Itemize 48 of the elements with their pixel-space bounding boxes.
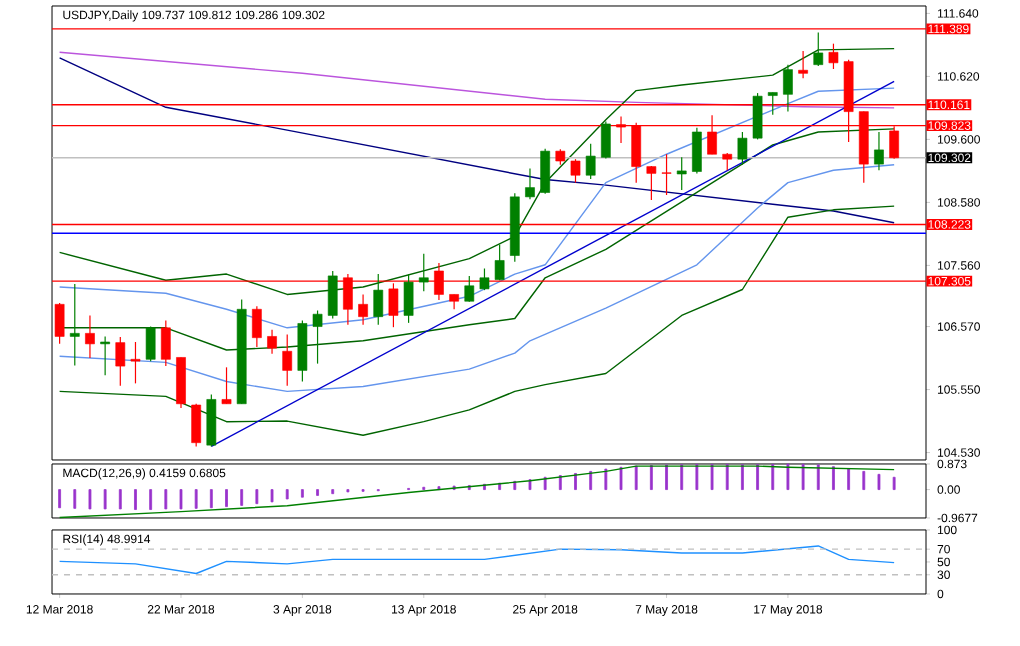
- candlestick: [373, 273, 384, 326]
- candlestick: [267, 329, 277, 355]
- candlestick: [100, 335, 110, 376]
- candlestick: [160, 319, 171, 367]
- candlestick: [525, 167, 535, 200]
- candlestick: [540, 148, 551, 195]
- line-series: [58, 164, 895, 393]
- candlestick: [418, 253, 429, 292]
- candlestick: [464, 275, 475, 303]
- candlestick: [828, 43, 839, 70]
- candlestick: [692, 127, 702, 174]
- candlestick: [297, 319, 308, 383]
- candlestick: [282, 333, 293, 387]
- candlestick: [798, 50, 808, 79]
- candlestick: [358, 293, 368, 326]
- line-series: [58, 57, 895, 224]
- candlestick: [54, 302, 65, 345]
- candlestick: [69, 283, 80, 367]
- candlestick: [85, 314, 95, 359]
- candlestick: [585, 143, 596, 180]
- candlestick: [145, 325, 156, 362]
- candlestick: [206, 393, 217, 447]
- candlestick: [130, 341, 141, 384]
- candlestick: [752, 92, 763, 141]
- candlestick: [252, 305, 262, 348]
- candlestick: [646, 165, 657, 201]
- candlestick: [570, 158, 581, 184]
- line-series: [58, 465, 895, 519]
- candlestick: [176, 356, 186, 409]
- line-series: [58, 47, 895, 296]
- candlestick: [403, 273, 414, 324]
- candlestick: [813, 31, 824, 67]
- candlestick: [494, 243, 505, 281]
- line-series: [58, 51, 895, 109]
- candlestick: [783, 64, 793, 113]
- candlestick: [327, 270, 338, 320]
- candlestick: [191, 403, 202, 447]
- candlestick: [115, 336, 126, 387]
- candlestick: [661, 153, 672, 196]
- candlestick: [676, 156, 687, 191]
- line-series: [58, 87, 895, 329]
- candlestick: [767, 91, 778, 116]
- candlestick: [874, 131, 884, 171]
- candlestick: [737, 131, 748, 166]
- candlestick: [600, 120, 611, 160]
- candlestick: [221, 366, 232, 405]
- line-series: [58, 205, 895, 436]
- candlestick: [312, 309, 323, 365]
